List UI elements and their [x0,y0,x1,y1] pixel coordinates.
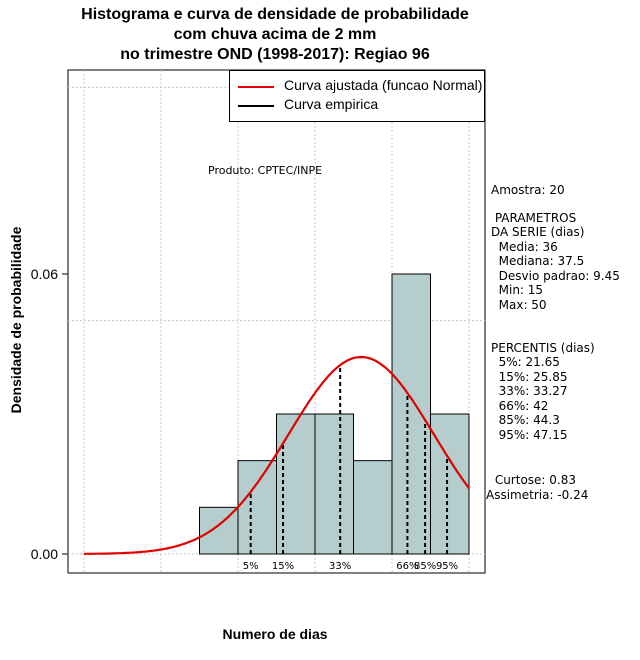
y-tick-label: 0.00 [31,546,58,562]
percentile-95: 95%: 47.15 [491,428,568,442]
stats-max: Max: 50 [491,298,547,312]
normal-fit-curve [83,355,470,555]
legend: Curva ajustada (funcao Normal) Curva emp… [229,70,485,122]
legend-empirical-swatch [238,105,274,107]
histogram-bar [237,460,277,555]
y-tick-label: 0.06 [31,266,58,282]
y-axis-label: Densidade de probabilidade [8,226,24,414]
percentile-lines [249,365,449,554]
percentile-5: 5%: 21.65 [491,355,560,369]
histogram-bars [199,273,470,555]
percentile-15: 15%: 25.85 [491,370,568,384]
chart-title-line-3: no trimestre OND (1998-2017): Regiao 96 [120,46,430,63]
percentile-85: 85%: 44.3 [491,413,560,427]
histogram-bar [391,273,431,555]
chart-title-line-1: Histograma e curva de densidade de proba… [81,6,469,23]
legend-empirical-label: Curva empirica [284,96,379,112]
chart-title-line-2: com chuva acima de 2 mm [173,26,377,43]
skewness: Assimetria: -0.24 [486,488,589,502]
stats-min: Min: 15 [491,283,544,297]
stats-median: Mediana: 37.5 [491,254,585,268]
percentile-66: 66%: 42 [491,399,549,413]
stats-params-subtitle: DA SERIE (dias) [491,225,585,239]
percentile-label: 85% [414,561,436,572]
percentile-label: 95% [436,561,458,572]
percentile-labels: 5% 15% 33% 66%85% 95% [243,561,458,572]
x-axis-label: Numero de dias [222,626,328,642]
legend-fitted-label: Curva ajustada (funcao Normal) [284,77,483,93]
percentiles-title: PERCENTIS (dias) [491,341,595,355]
percentile-label: 66% [396,561,418,572]
percentile-label: 15% [272,561,294,572]
sample-size: Amostra: 20 [491,183,565,197]
histogram-bar [430,413,470,555]
histogram-bar [314,413,354,555]
y-axis: 0.00 0.06 [31,266,68,562]
credit-text: Produto: CPTEC/INPE [208,164,323,177]
histogram-bar [353,460,393,555]
legend-fitted-swatch [238,86,274,88]
percentile-33: 33%: 33.27 [491,384,568,398]
stats-mean: Media: 36 [491,240,558,254]
kurtosis: Curtose: 0.83 [491,473,576,487]
stats-std-dev: Desvio padrao: 9.45 [491,269,620,283]
stats-params-title: PARAMETROS [491,211,577,225]
percentile-label: 5% [243,561,259,572]
percentile-label: 33% [329,561,351,572]
